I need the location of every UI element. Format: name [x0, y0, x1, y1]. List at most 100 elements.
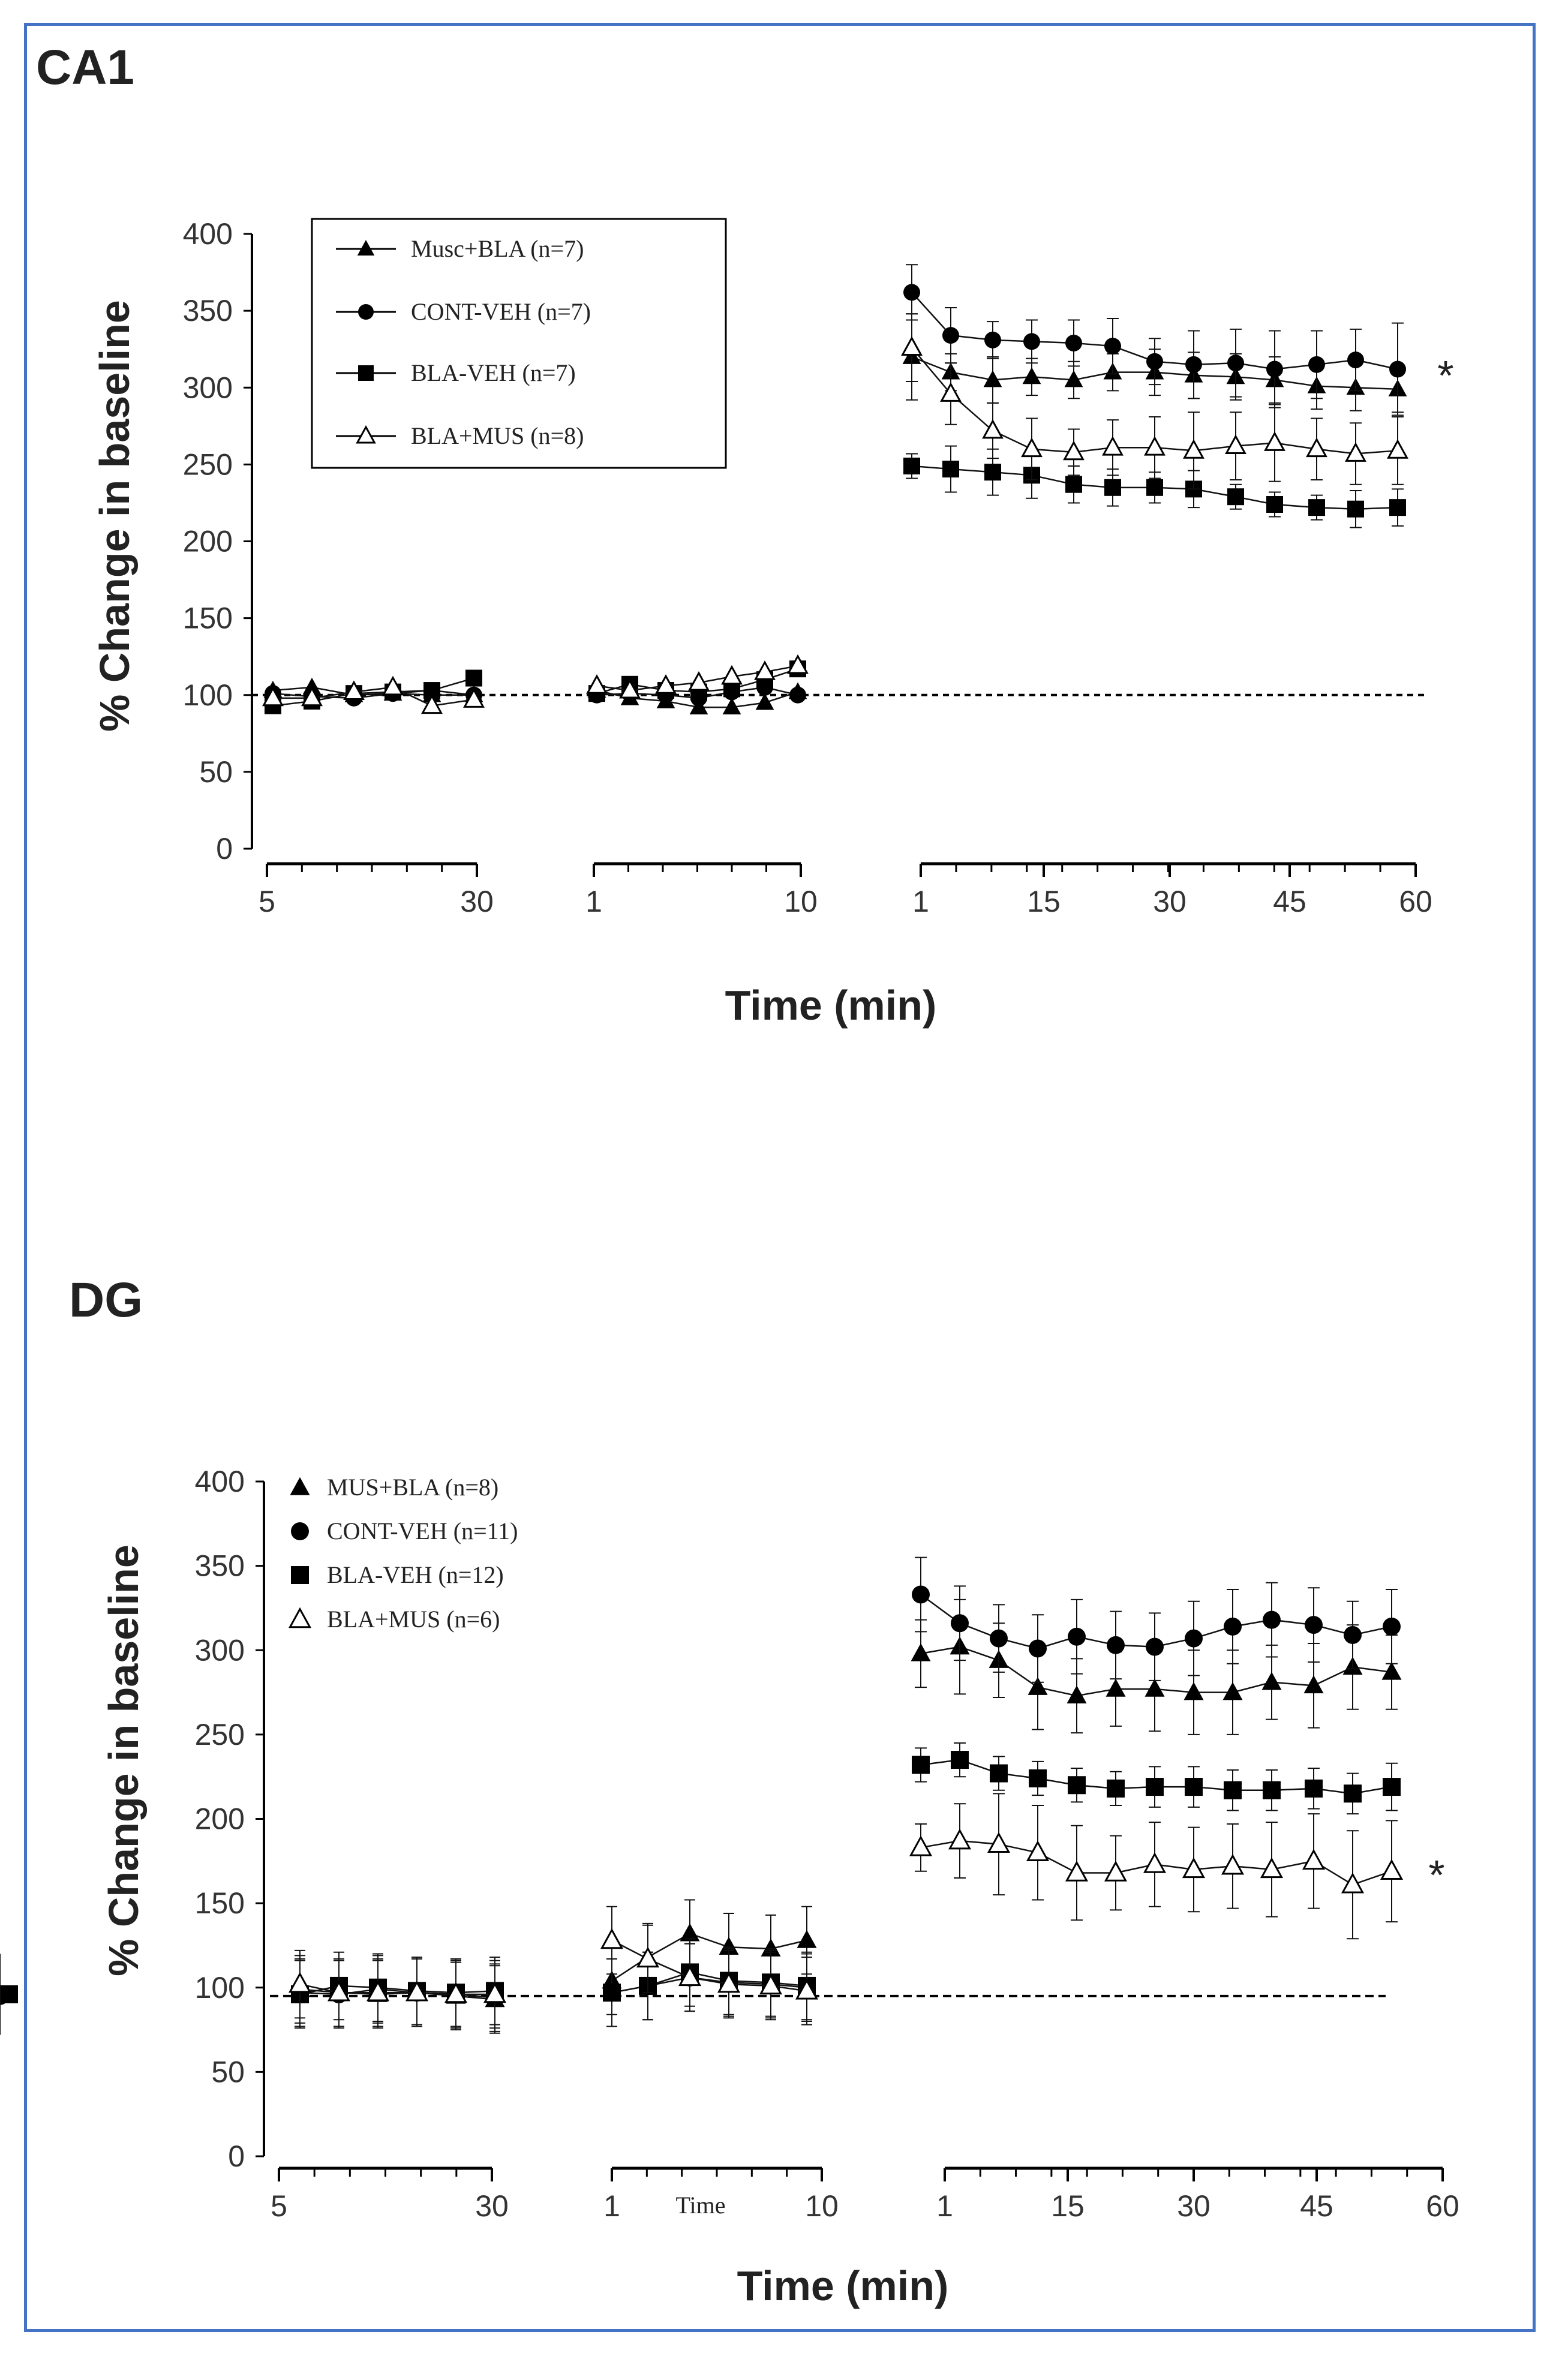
- dg-data-point: [1221, 1853, 1245, 1875]
- dg-data-point: [1143, 1852, 1167, 1873]
- dg-data-point: [1305, 1616, 1323, 1634]
- ca1-data-point: [1266, 496, 1283, 513]
- ca1-data-point: [1185, 356, 1202, 373]
- dg-data-point: [909, 1835, 933, 1856]
- dg-y-tick-label: 150: [195, 1886, 245, 1920]
- dg-legend-label: BLA-VEH (n=12): [327, 1561, 504, 1588]
- dg-data-point: [1183, 1682, 1204, 1700]
- dg-y-tick-label: 0: [228, 2139, 245, 2173]
- dg-data-point: [1344, 1784, 1362, 1803]
- ca1-data-point: [1347, 500, 1364, 518]
- dg-data-point: [987, 1832, 1011, 1853]
- dg-legend-marker: [291, 1566, 309, 1584]
- ca1-data-point: [1065, 334, 1082, 351]
- ca1-data-point: [586, 674, 608, 694]
- ca1-y-tick-label: 0: [216, 832, 233, 866]
- ca1-legend-frame: [311, 218, 727, 469]
- dg-data-point: [1146, 1637, 1164, 1656]
- dg-data-point: [990, 1629, 1008, 1648]
- dg-data-point: [1224, 1617, 1242, 1636]
- ca1-data-point: [1144, 435, 1166, 456]
- ca1-x-tick-label: 5: [259, 885, 275, 918]
- ca1-data-point: [1146, 479, 1163, 496]
- dg-data-point: [1067, 1685, 1087, 1703]
- ca1-data-point: [901, 336, 923, 356]
- ca1-data-point: [1023, 333, 1040, 350]
- ca1-x-tick-label: 1: [585, 885, 602, 918]
- ca1-x-tick-label: 10: [784, 885, 818, 918]
- dg-y-tick-label: 50: [211, 2055, 245, 2088]
- dg-x-tick-label: 15: [1051, 2189, 1085, 2223]
- dg-x-tick-label: 30: [475, 2189, 509, 2223]
- ca1-data-point: [1065, 476, 1082, 493]
- dg-data-point: [759, 1973, 783, 1995]
- dg-inner-time-label: Time: [675, 2192, 725, 2219]
- ca1-data-point: [942, 327, 959, 344]
- dg-data-point: [603, 1984, 621, 2002]
- ca1-legend-marker: [357, 240, 375, 256]
- ca1-x-tick-label: 60: [1399, 885, 1432, 918]
- dg-data-point: [327, 1980, 351, 2002]
- dg-data-point: [1380, 1859, 1404, 1880]
- dg-legend-marker: [291, 1522, 309, 1540]
- ca1-data-point: [1264, 431, 1285, 451]
- ca1-data-point: [1104, 338, 1121, 355]
- dg-data-point: [1107, 1636, 1125, 1654]
- ca1-data-point: [343, 680, 365, 701]
- dg-data-point: [680, 1923, 700, 1942]
- ca1-data-point: [787, 654, 809, 674]
- ca1-series-line: [273, 686, 474, 707]
- dg-data-point: [1341, 1872, 1365, 1894]
- dg-significance-marker: *: [1428, 1852, 1444, 1898]
- ca1-data-point: [1308, 356, 1325, 373]
- ca1-series-2: [265, 445, 1406, 714]
- ca1-data-point: [1389, 360, 1406, 378]
- dg-y-axis-title: % Change in baseline: [100, 1544, 147, 1976]
- dg-x-tick-label: 10: [805, 2189, 839, 2223]
- ca1-data-point: [655, 674, 677, 694]
- dg-y-tick-label: 350: [195, 1549, 245, 1583]
- dg-x-tick-label: 45: [1300, 2189, 1333, 2223]
- dg-data-point: [1068, 1627, 1086, 1646]
- dg-data-point: [951, 1614, 969, 1633]
- dg-legend-marker: [290, 1477, 310, 1495]
- ca1-data-point: [942, 461, 959, 478]
- dg-legend-label: BLA+MUS (n=6): [327, 1606, 500, 1633]
- ca1-data-point: [983, 370, 1002, 387]
- ca1-data-point: [722, 698, 741, 715]
- dg-data-point: [990, 1764, 1008, 1783]
- ca1-y-tick-label: 200: [183, 525, 233, 558]
- ca1-data-point: [1266, 360, 1283, 378]
- ca1-data-point: [463, 688, 485, 708]
- dg-x-axis-title: Time (min): [737, 2262, 949, 2309]
- dg-data-point: [911, 1643, 931, 1661]
- dg-data-point: [1146, 1778, 1164, 1796]
- dg-y-tick-label: 250: [195, 1718, 245, 1751]
- dg-data-point: [600, 1928, 624, 1949]
- dg-data-point: [1263, 1781, 1281, 1799]
- dg-legend-label: CONT-VEH (n=11): [327, 1517, 518, 1544]
- ca1-data-point: [903, 284, 920, 301]
- ca1-y-axis-title: % Change in baseline: [91, 300, 138, 732]
- ca1-data-point: [754, 660, 776, 680]
- ca1-data-point: [1102, 435, 1124, 456]
- dg-data-point: [1381, 1661, 1402, 1680]
- ca1-data-point: [688, 671, 710, 691]
- ca1-data-point: [982, 419, 1004, 439]
- ca1-data-point: [1227, 354, 1244, 372]
- dg-data-point: [1302, 1849, 1326, 1870]
- dg-data-point: [951, 1751, 969, 1769]
- ca1-significance-marker: *: [1437, 352, 1453, 399]
- ca1-legend: Musc+BLA (n=7) CONT-VEH (n=7) BLA-VEH (n=7…: [311, 218, 727, 469]
- ca1-data-point: [301, 686, 323, 707]
- ca1-series-3: [262, 313, 1408, 714]
- dg-data-point: [1145, 1678, 1165, 1697]
- dg-legend: MUS+BLA (n=8) CONT-VEH (n=11) BLA-VEH (n=1…: [288, 1474, 518, 1633]
- dg-data-point: [1182, 1857, 1206, 1879]
- dg-x-tick-label: 1: [936, 2189, 953, 2223]
- dg-data-point: [1383, 1778, 1401, 1796]
- dg-data-point: [0, 1985, 18, 2003]
- dg-data-point: [1026, 1840, 1050, 1861]
- ca1-panel-label: CA1: [36, 40, 134, 95]
